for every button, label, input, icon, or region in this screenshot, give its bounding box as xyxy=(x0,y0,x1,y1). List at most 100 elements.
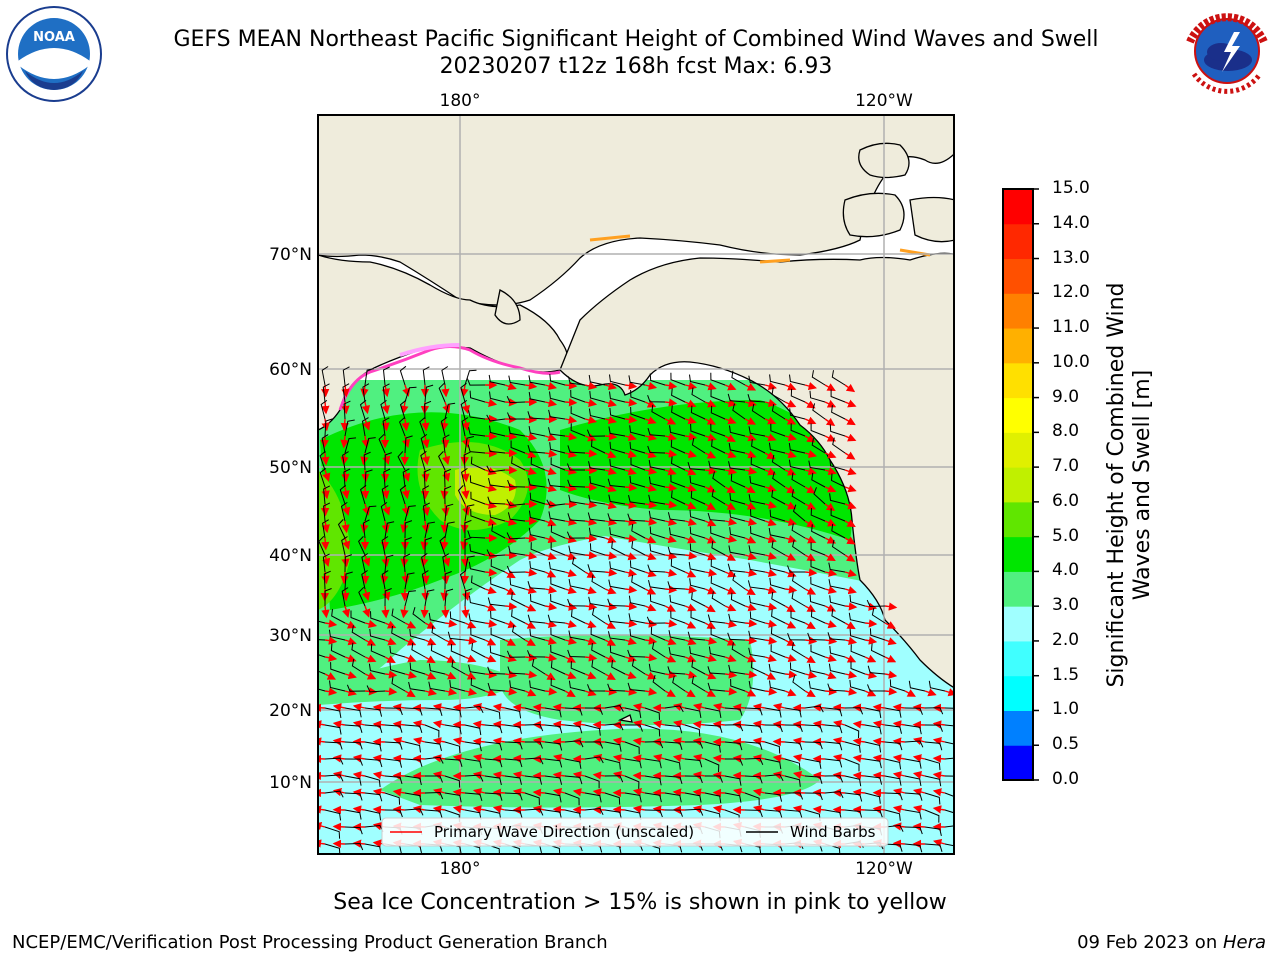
top-lon-label-180: 180° xyxy=(440,91,481,111)
wave-arrow xyxy=(784,654,797,663)
wind-barb xyxy=(725,758,744,766)
footer-host: Hera xyxy=(1222,932,1266,953)
wind-barb xyxy=(384,521,395,539)
wind-barb xyxy=(422,366,430,386)
wind-barb xyxy=(647,445,666,454)
wave-arrow xyxy=(724,450,737,459)
wind-barb xyxy=(864,707,882,719)
wave-arrow xyxy=(872,737,886,746)
wave-arrow xyxy=(652,720,666,729)
wave-arrow xyxy=(644,535,657,544)
wind-barb xyxy=(384,775,403,785)
wind-barb xyxy=(438,382,446,403)
wind-barb xyxy=(827,632,846,641)
wind-barb xyxy=(506,499,526,507)
wave-arrow xyxy=(584,517,598,526)
wave-arrow xyxy=(564,415,578,424)
wind-barb xyxy=(624,741,640,755)
wave-arrow xyxy=(460,554,470,568)
wave-arrow xyxy=(804,400,816,409)
wind-barb xyxy=(404,386,417,403)
wave-arrow xyxy=(864,654,877,663)
wind-barb xyxy=(318,639,326,641)
wind-barb xyxy=(547,478,566,488)
wave-arrow xyxy=(804,621,816,630)
wind-barb xyxy=(832,437,846,454)
wind-barb xyxy=(631,523,646,539)
wave-arrow xyxy=(564,432,578,441)
wave-arrow xyxy=(421,571,430,585)
colorbar-tick-label: 7.0 xyxy=(1052,456,1080,477)
wind-barb xyxy=(609,527,626,539)
wind-barb xyxy=(664,705,684,713)
wave-arrow xyxy=(684,517,697,527)
wave-arrow xyxy=(724,502,736,510)
wind-barb xyxy=(609,407,626,420)
noaa-logo: NOAA xyxy=(6,6,102,102)
wave-arrow xyxy=(381,418,390,432)
wave-arrow xyxy=(732,787,746,797)
wave-arrow xyxy=(372,703,386,712)
wind-barb xyxy=(587,564,606,573)
wind-barb xyxy=(844,741,861,753)
wave-arrow xyxy=(744,670,758,679)
wind-barb xyxy=(749,611,766,624)
wave-arrow xyxy=(544,687,558,696)
wave-arrow xyxy=(684,416,697,425)
wind-barb xyxy=(529,561,546,573)
wind-barb xyxy=(771,387,786,403)
wave-arrow xyxy=(664,619,678,628)
wind-barb xyxy=(484,724,503,734)
wave-arrow xyxy=(341,588,350,602)
wind-barb xyxy=(904,758,922,769)
map-area: Primary Wave Direction (unscaled) Wind B… xyxy=(318,115,954,854)
wind-barb xyxy=(468,613,486,624)
wind-barb xyxy=(748,494,766,505)
wave-arrow xyxy=(724,382,737,391)
wave-arrow xyxy=(644,399,657,408)
wave-arrow xyxy=(624,602,638,611)
wave-arrow xyxy=(464,636,478,645)
wind-barb xyxy=(564,740,584,748)
wave-arrow xyxy=(544,449,558,458)
colorbar-tick-label: 0.5 xyxy=(1052,734,1080,755)
wind-barb xyxy=(808,663,826,675)
wave-arrow xyxy=(464,654,477,663)
wind-barb xyxy=(904,843,923,853)
wind-barb xyxy=(649,526,666,539)
wave-arrow xyxy=(332,788,346,797)
wind-barb xyxy=(792,675,806,692)
wave-arrow xyxy=(484,670,498,679)
wave-arrow xyxy=(844,501,857,510)
wind-barb xyxy=(750,526,766,539)
wind-barb xyxy=(707,512,726,522)
wave-arrow xyxy=(564,655,577,663)
colorbar-band xyxy=(1003,606,1033,642)
wind-barb xyxy=(425,775,443,783)
wind-barb xyxy=(404,505,416,522)
wave-arrow xyxy=(532,788,546,797)
wind-barb xyxy=(404,572,415,590)
wave-arrow xyxy=(362,605,371,618)
wave-arrow xyxy=(524,467,537,476)
wave-arrow xyxy=(644,687,658,696)
wind-barb xyxy=(487,666,506,675)
wave-arrow xyxy=(564,636,578,646)
footer-date: 09 Feb 2023 on Hera xyxy=(1077,932,1266,953)
colorbar-frame xyxy=(1002,188,1034,781)
wave-arrow xyxy=(804,467,817,476)
wind-barb xyxy=(525,741,543,749)
wind-barb xyxy=(864,741,882,753)
wave-arrow xyxy=(624,517,638,526)
wind-barb xyxy=(344,707,362,718)
wind-barb xyxy=(504,758,523,768)
wave-arrow xyxy=(644,636,658,645)
wave-arrow xyxy=(632,737,646,746)
wave-arrow xyxy=(524,450,537,459)
wave-arrow xyxy=(864,670,878,679)
wave-arrow xyxy=(804,655,816,664)
wind-barb xyxy=(824,809,842,820)
wind-barb xyxy=(710,627,726,641)
wave-arrow xyxy=(784,552,797,561)
wave-arrow xyxy=(684,689,696,698)
